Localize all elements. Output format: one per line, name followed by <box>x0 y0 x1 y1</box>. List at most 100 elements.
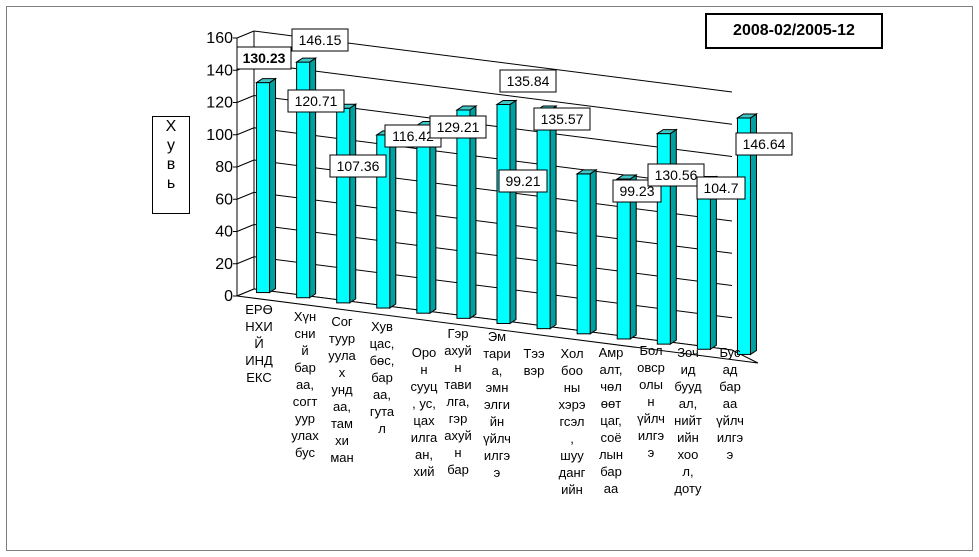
y-axis-label-letter: ь <box>166 175 176 192</box>
bar-top <box>655 129 678 135</box>
bar-top <box>294 57 318 63</box>
x-tick-label: л, <box>682 464 693 479</box>
x-tick-label: бар <box>371 370 393 385</box>
x-tick-label: а, <box>492 363 503 378</box>
x-tick-label: йн <box>490 414 504 429</box>
x-tick-label: лын <box>599 447 623 462</box>
x-tick-label: хэрэ <box>559 397 586 412</box>
bar <box>456 109 471 319</box>
bar-side <box>669 128 677 346</box>
x-tick-label: овср <box>637 360 665 375</box>
x-tick-label: шуу <box>560 448 584 463</box>
x-tick-label: үйлч <box>716 413 744 428</box>
x-tick-label: э <box>648 445 655 460</box>
x-tick-label: ийн <box>677 430 699 445</box>
y-tick-label: 120 <box>206 95 233 112</box>
x-tick-label: үйлч <box>483 431 511 446</box>
bar-top <box>455 105 478 111</box>
x-tick-label: аа, <box>373 387 391 402</box>
bar <box>496 103 511 325</box>
data-label-box <box>236 46 292 70</box>
chart-frame <box>6 6 973 551</box>
data-label: 135.84 <box>507 73 550 89</box>
bar-top <box>735 113 759 119</box>
x-tick-label: өөт <box>601 396 621 411</box>
data-label: 107.36 <box>337 158 380 174</box>
data-label: 120.71 <box>295 93 338 109</box>
x-tick-label: аа, <box>296 377 314 392</box>
data-label-box <box>735 132 793 156</box>
gridline <box>253 256 733 319</box>
bar-side <box>589 168 597 335</box>
y-axis-label-letter: у <box>167 137 175 154</box>
x-tick-label: тари <box>483 346 511 361</box>
x-tick-label: гута <box>370 404 395 419</box>
y-tick-label: 140 <box>206 62 233 79</box>
bar <box>256 82 271 294</box>
bar-side <box>269 77 277 294</box>
data-label: 99.21 <box>505 173 540 189</box>
x-tick-label: Хүн <box>294 309 316 324</box>
x-tick-label: НХИ <box>245 319 272 334</box>
x-tick-label: уула <box>328 348 356 363</box>
x-tick-label: э <box>727 447 734 462</box>
x-tick-label: алт, <box>600 362 623 377</box>
x-tick-label: Гэр <box>448 326 469 341</box>
gridline <box>253 62 733 125</box>
gridline-side <box>236 95 255 103</box>
gridline <box>253 224 733 286</box>
x-tick-label: бууд <box>674 379 702 394</box>
x-tick-label: ал, <box>679 396 697 411</box>
x-tick-label: н <box>454 445 461 460</box>
x-tick-label: аа, <box>333 399 351 414</box>
gridline-side <box>236 159 255 168</box>
bar <box>416 124 431 314</box>
y-axis-label-letter: в <box>166 156 176 173</box>
gridline-side <box>236 224 255 232</box>
data-label: 99.23 <box>619 183 654 199</box>
x-tick-label: лга, <box>447 394 470 409</box>
x-tick-label: сни <box>295 326 316 341</box>
x-tick-label: цас, <box>370 336 395 351</box>
x-tick-label: вэр <box>524 363 545 378</box>
bar <box>336 107 351 304</box>
x-tick-label: аа <box>604 481 619 496</box>
y-tick-label: 160 <box>206 30 233 47</box>
x-tick-label: Й <box>254 336 263 351</box>
gridline <box>253 191 733 254</box>
x-tick-label: ид <box>681 362 696 377</box>
data-label-box <box>287 89 345 113</box>
x-tick-label: х <box>339 365 346 380</box>
x-tick-label: сууц <box>411 379 439 394</box>
bar-side <box>509 99 517 325</box>
gridline-side <box>236 30 255 39</box>
bar-side <box>429 120 437 315</box>
bar-top <box>575 169 598 175</box>
gridline-side <box>236 191 255 200</box>
y-tick-label: 80 <box>215 159 233 176</box>
x-tick-label: хи <box>335 433 349 448</box>
x-tick-label: Бус <box>719 345 741 360</box>
x-tick-label: Зоч <box>677 345 699 360</box>
x-tick-label: ан, <box>415 447 433 462</box>
x-tick-label: н <box>420 362 427 377</box>
data-label-box <box>696 176 746 200</box>
x-tick-label: эмн <box>486 380 509 395</box>
data-label: 104.7 <box>703 180 738 196</box>
x-tick-label: , ус, <box>412 396 436 411</box>
x-tick-label: Амр <box>599 345 624 360</box>
x-tick-label: там <box>331 416 353 431</box>
x-tick-label: илгэ <box>717 430 744 445</box>
x-tick-label: ЕРӨ <box>245 302 272 317</box>
data-label-box <box>499 69 557 93</box>
bar-side <box>389 129 397 309</box>
x-tick-label: ИНД <box>245 353 273 368</box>
x-tick-label: хий <box>413 464 434 479</box>
x-tick-label: бар <box>600 464 622 479</box>
x-tick-label: уур <box>295 411 315 426</box>
x-tick-label: Оро <box>412 345 437 360</box>
y-tick-label: 20 <box>215 256 233 273</box>
x-tick-label: илгэ <box>638 428 665 443</box>
y-axis-label-letter: Х <box>165 118 177 135</box>
x-tick-label: элги <box>484 397 510 412</box>
